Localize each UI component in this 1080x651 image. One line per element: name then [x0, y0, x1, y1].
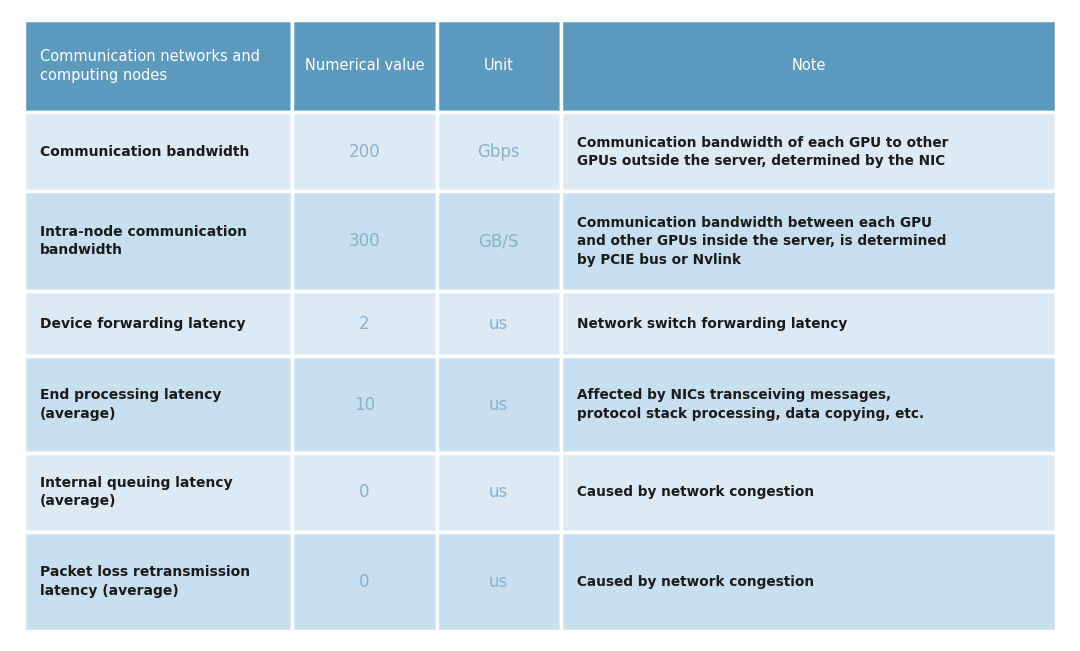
Text: Network switch forwarding latency: Network switch forwarding latency [577, 317, 847, 331]
Bar [561, 20, 1056, 113]
Text: Packet loss retransmission
latency (average): Packet loss retransmission latency (aver… [40, 566, 251, 598]
Text: Communication bandwidth between each GPU
and other GPUs inside the server, is de: Communication bandwidth between each GPU… [577, 216, 946, 267]
Text: us: us [489, 396, 509, 413]
Text: us: us [489, 573, 509, 590]
Text: Device forwarding latency: Device forwarding latency [40, 317, 245, 331]
Bar [561, 357, 1056, 452]
Bar [293, 191, 436, 291]
Bar [561, 452, 1056, 532]
Text: 10: 10 [354, 396, 375, 413]
Bar [561, 291, 1056, 357]
Text: us: us [489, 483, 509, 501]
Bar [561, 532, 1056, 631]
Text: 300: 300 [349, 232, 380, 250]
Text: GB/S: GB/S [478, 232, 518, 250]
Text: Intra-node communication
bandwidth: Intra-node communication bandwidth [40, 225, 247, 258]
Bar [293, 532, 436, 631]
Bar [24, 452, 293, 532]
Bar [436, 20, 561, 113]
Text: 0: 0 [360, 483, 369, 501]
Bar [293, 452, 436, 532]
Text: 0: 0 [360, 573, 369, 590]
Bar [436, 452, 561, 532]
Bar [24, 357, 293, 452]
Text: Internal queuing latency
(average): Internal queuing latency (average) [40, 476, 232, 508]
Text: Caused by network congestion: Caused by network congestion [577, 575, 814, 589]
Text: 2: 2 [360, 315, 369, 333]
Text: Gbps: Gbps [477, 143, 519, 161]
Bar [24, 291, 293, 357]
Bar [293, 20, 436, 113]
Bar [24, 20, 293, 113]
Text: Communication bandwidth: Communication bandwidth [40, 145, 249, 159]
Bar [436, 113, 561, 191]
Bar [436, 291, 561, 357]
Bar [293, 357, 436, 452]
Text: us: us [489, 315, 509, 333]
Text: Caused by network congestion: Caused by network congestion [577, 485, 814, 499]
Text: 200: 200 [349, 143, 380, 161]
Bar [24, 113, 293, 191]
Text: Affected by NICs transceiving messages,
protocol stack processing, data copying,: Affected by NICs transceiving messages, … [577, 389, 924, 421]
Text: End processing latency
(average): End processing latency (average) [40, 389, 221, 421]
Text: Note: Note [792, 59, 826, 74]
Bar [293, 113, 436, 191]
Text: Numerical value: Numerical value [305, 59, 424, 74]
Bar [561, 191, 1056, 291]
Bar [436, 357, 561, 452]
Bar [561, 113, 1056, 191]
Text: Unit: Unit [484, 59, 514, 74]
Text: Communication bandwidth of each GPU to other
GPUs outside the server, determined: Communication bandwidth of each GPU to o… [577, 135, 948, 168]
Text: Communication networks and
computing nodes: Communication networks and computing nod… [40, 49, 260, 83]
Bar [24, 191, 293, 291]
Bar [293, 291, 436, 357]
Bar [24, 532, 293, 631]
Bar [436, 532, 561, 631]
Bar [436, 191, 561, 291]
